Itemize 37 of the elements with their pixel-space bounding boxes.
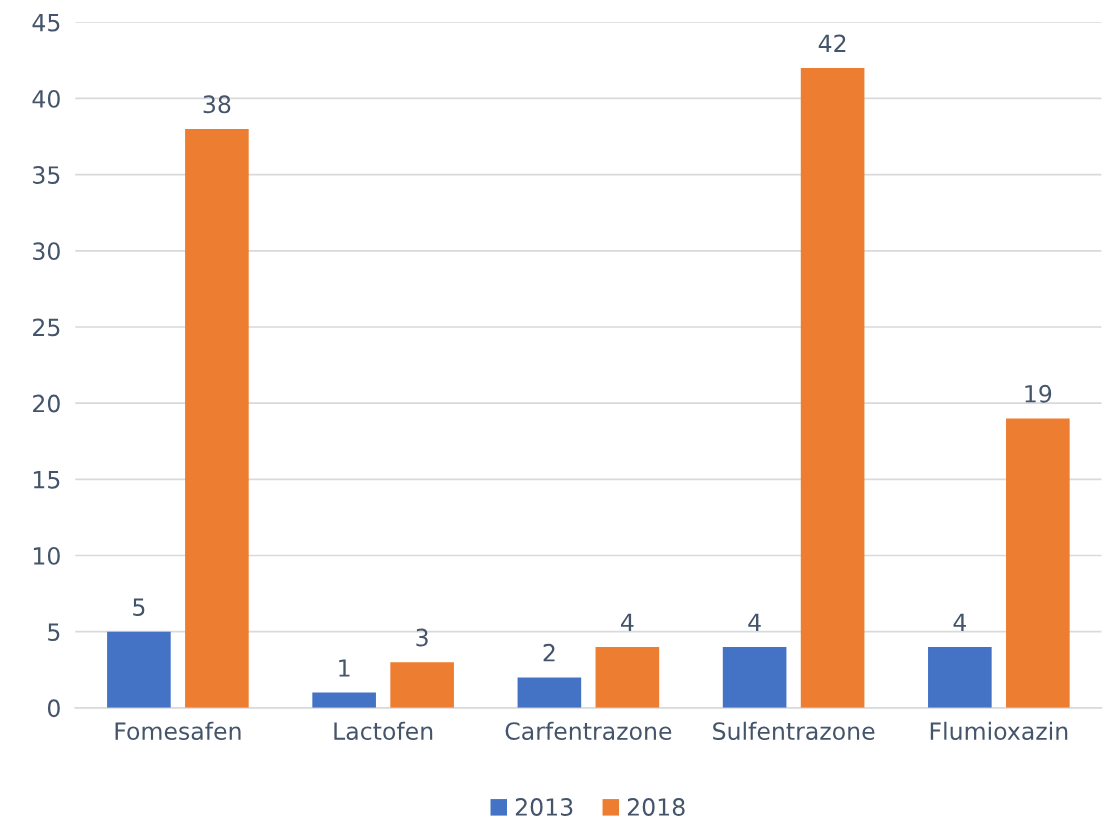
y-tick-label: 25 bbox=[33, 318, 60, 337]
data-label: 19 bbox=[1025, 384, 1052, 403]
y-tick-label: 45 bbox=[32, 14, 60, 32]
data-label: 5 bbox=[133, 598, 145, 616]
bar bbox=[390, 662, 454, 708]
bar bbox=[185, 128, 249, 708]
bar bbox=[312, 692, 376, 708]
x-tick-label: Flumioxazin bbox=[930, 721, 1068, 741]
x-tick-label: Fomesafen bbox=[115, 721, 241, 741]
y-tick-label: 5 bbox=[48, 623, 60, 641]
data-label: 4 bbox=[748, 613, 761, 631]
y-tick-label: 35 bbox=[33, 166, 60, 184]
bar bbox=[800, 67, 865, 708]
bar bbox=[722, 646, 787, 708]
x-tick-label: Lactofen bbox=[334, 721, 433, 741]
data-label: 38 bbox=[203, 95, 231, 114]
data-label: 3 bbox=[416, 628, 428, 647]
bar bbox=[1006, 418, 1070, 708]
legend-label: 2013 bbox=[515, 798, 573, 816]
data-label: 4 bbox=[621, 613, 634, 631]
legend-label: 2018 bbox=[627, 798, 685, 816]
bar bbox=[107, 631, 171, 708]
y-tick-label: 30 bbox=[33, 242, 60, 261]
x-tick-label: Carfentrazone bbox=[505, 721, 672, 741]
y-tick-label: 20 bbox=[33, 394, 60, 413]
bar bbox=[595, 646, 660, 708]
x-tick-label: Sulfentrazone bbox=[713, 721, 875, 741]
y-tick-label: 15 bbox=[33, 471, 60, 489]
bar bbox=[928, 646, 992, 708]
bar bbox=[517, 677, 582, 708]
data-label: 42 bbox=[818, 34, 846, 52]
data-label: 4 bbox=[953, 613, 967, 631]
y-tick-label: 10 bbox=[33, 546, 60, 565]
y-tick-label: 40 bbox=[32, 89, 60, 108]
data-label: 2 bbox=[543, 643, 555, 662]
y-tick-label: 0 bbox=[47, 699, 60, 718]
data-label: 1 bbox=[339, 659, 350, 677]
